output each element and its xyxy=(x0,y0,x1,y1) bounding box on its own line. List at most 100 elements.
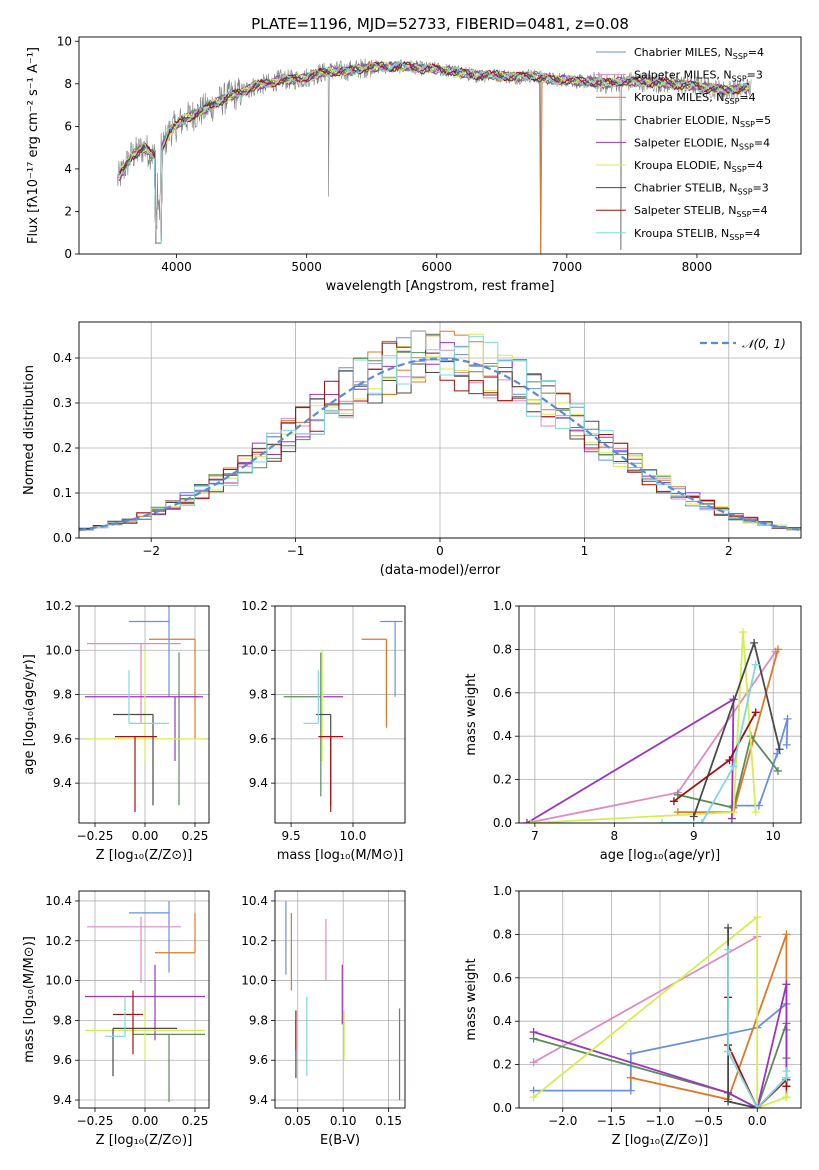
weight-marker-salpeter-stelib xyxy=(725,756,734,765)
legend-entry-salpeter-elodie: Salpeter ELODIE, NSSP=4 xyxy=(634,136,770,151)
x-tick-label: −0.25 xyxy=(77,1114,114,1128)
y-tick-label: 0.8 xyxy=(493,642,512,656)
weight-marker-kroupa-stelib xyxy=(657,819,666,823)
weight-marker-salpeter-elodie xyxy=(529,1028,538,1037)
residual-hist-kroupa-stelib xyxy=(79,330,801,531)
plot-area-weight-vs-age xyxy=(522,628,792,823)
weight-line-kroupa-stelib xyxy=(662,664,757,823)
y-tick-label: 10 xyxy=(57,34,72,48)
legend-entry-salpeter-stelib: Salpeter STELIB, NSSP=4 xyxy=(634,204,768,219)
errorbar-kroupa-miles xyxy=(361,638,388,728)
y-axis-label: mass [log₁₀(M/M⊙)] xyxy=(22,936,37,1063)
weight-marker-kroupa-stelib xyxy=(782,1067,791,1076)
y-tick-label: 9.4 xyxy=(53,1093,72,1107)
y-tick-label: 0.3 xyxy=(53,396,72,410)
x-axis-label: Z [log₁₀(Z/Z⊙)] xyxy=(96,848,193,863)
errorbar-chabrier-elodie xyxy=(133,1033,205,1103)
errorbar-kroupa-elodie xyxy=(85,650,205,761)
weight-marker-kroupa-stelib xyxy=(697,819,706,823)
errorbar-salpeter-miles xyxy=(87,916,181,983)
y-tick-label: 0.6 xyxy=(493,971,512,985)
y-tick-label: 10.4 xyxy=(45,894,72,908)
y-tick-label: 9.8 xyxy=(249,1013,268,1027)
errorbar-kroupa-miles xyxy=(149,638,196,739)
y-axis-label: mass weight xyxy=(464,673,479,755)
plot-area-weight-vs-Z xyxy=(529,913,791,1108)
axes-frame xyxy=(78,890,210,1109)
figure-title: PLATE=1196, MJD=52733, FIBERID=0481, z=0… xyxy=(251,15,629,33)
errorbar-chabrier-stelib xyxy=(315,713,332,806)
weight-marker-kroupa-stelib xyxy=(729,762,738,771)
weight-marker-kroupa-stelib xyxy=(753,1104,762,1108)
y-tick-label: 6 xyxy=(64,119,72,133)
x-tick-label: −1.0 xyxy=(645,1114,674,1128)
y-tick-label: 10.4 xyxy=(241,894,268,908)
legend-entry-kroupa-stelib: Kroupa STELIB, NSSP=4 xyxy=(634,227,760,242)
y-tick-label: 1.0 xyxy=(493,884,512,898)
legend-entry-kroupa-miles: Kroupa MILES, NSSP=4 xyxy=(634,91,756,106)
x-tick-label: 1 xyxy=(581,544,589,558)
panel-spectrum: 4000 5000 6000 7000 8000 0 2 4 6 8 10 wavelength [A… xyxy=(26,34,802,294)
panel-mass-vs-Z: −0.25 0.00 0.25 9.4 9.6 9.8 10.0 10.2 10.4 Z [log… xyxy=(22,890,210,1148)
x-tick-label: 0.10 xyxy=(330,1114,357,1128)
legend-entry-salpeter-miles: Salpeter MILES, NSSP=3 xyxy=(634,69,763,84)
weight-marker-kroupa-miles xyxy=(773,645,782,654)
x-tick-label: 0.15 xyxy=(375,1114,402,1128)
weight-marker-chabrier-elodie xyxy=(773,766,782,775)
y-tick-label: 0.0 xyxy=(493,1101,512,1115)
y-tick-label: 9.6 xyxy=(53,732,72,746)
plot-area-age-vs-mass xyxy=(283,620,403,812)
spectrum-model-salpeter-elodie xyxy=(118,61,750,244)
y-tick-label: 0.0 xyxy=(493,816,512,830)
x-tick-label: 6000 xyxy=(421,260,452,274)
spectrum-model-chabrier-stelib xyxy=(118,61,750,244)
weight-marker-kroupa-stelib xyxy=(724,945,733,954)
legend-entry-chabrier-elodie: Chabrier ELODIE, NSSP=5 xyxy=(634,114,771,129)
y-tick-label: 0.4 xyxy=(493,1014,512,1028)
panel-weight-vs-age: 7 8 9 10 0.0 0.2 0.4 0.6 0.8 1.0 age [log₁₀(age/yr… xyxy=(464,599,802,863)
errorbar-chabrier-miles xyxy=(380,620,403,697)
x-tick-label: −0.5 xyxy=(694,1114,723,1128)
x-axis-label: mass [log₁₀(M/M⊙)] xyxy=(277,848,404,863)
x-tick-label: 7000 xyxy=(552,260,583,274)
plot-area-age-vs-Z xyxy=(85,606,205,812)
errorbar-chabrier-miles xyxy=(129,606,170,697)
y-tick-label: 0.2 xyxy=(493,773,512,787)
weight-marker-kroupa-elodie xyxy=(729,808,738,817)
y-tick-label: 0.4 xyxy=(53,351,72,365)
errorbar-salpeter-stelib xyxy=(115,736,157,812)
x-tick-label: −1 xyxy=(287,544,305,558)
weight-marker-chabrier-stelib xyxy=(724,1097,733,1106)
axes-frame xyxy=(274,605,406,824)
weight-line-salpeter-miles xyxy=(533,935,758,1064)
panel-weight-vs-Z: −2.0 −1.5 −1.0 −0.5 0.0 0.0 0.2 0.4 0.6 0.8 1.0 Z [… xyxy=(464,884,802,1148)
y-tick-label: 10.2 xyxy=(241,934,268,948)
weight-marker-chabrier-miles xyxy=(783,714,792,723)
weight-line-salpeter-elodie xyxy=(526,697,735,823)
y-tick-label: 10.0 xyxy=(45,643,72,657)
y-tick-label: 0.2 xyxy=(493,1058,512,1072)
plot-area-mass-vs-Z xyxy=(85,900,205,1103)
y-tick-label: 9.4 xyxy=(53,776,72,790)
plot-area-residuals xyxy=(79,330,801,532)
x-axis-label: age [log₁₀(age/yr)] xyxy=(600,848,721,863)
axes-frame xyxy=(518,605,802,824)
legend-entry-gaussian: 𝒩(0, 1) xyxy=(742,337,786,351)
panel-mass-vs-EBV: 0.05 0.10 0.15 9.4 9.6 9.8 10.0 10.2 10.4 E(B-V) xyxy=(241,890,406,1148)
errorbar-salpeter-miles xyxy=(87,643,181,724)
errorbar-salpeter-stelib xyxy=(113,990,143,1055)
spectrum-model-kroupa-stelib xyxy=(119,61,750,244)
weight-marker-chabrier-miles xyxy=(754,801,763,810)
y-tick-label: 9.4 xyxy=(249,776,268,790)
y-tick-label: 9.6 xyxy=(249,732,268,746)
y-tick-label: 10.0 xyxy=(241,974,268,988)
errorbar-kroupa-stelib xyxy=(303,670,319,724)
axes-frame xyxy=(78,36,802,255)
x-tick-label: 0.05 xyxy=(284,1114,311,1128)
weight-marker-chabrier-stelib xyxy=(775,745,784,754)
errorbar-chabrier-stelib xyxy=(113,713,154,806)
gaussian-curve xyxy=(79,357,801,532)
y-axis-label: Normed distribution xyxy=(22,365,37,495)
weight-line-chabrier-elodie xyxy=(677,734,779,809)
weight-marker-kroupa-miles xyxy=(626,1073,635,1082)
